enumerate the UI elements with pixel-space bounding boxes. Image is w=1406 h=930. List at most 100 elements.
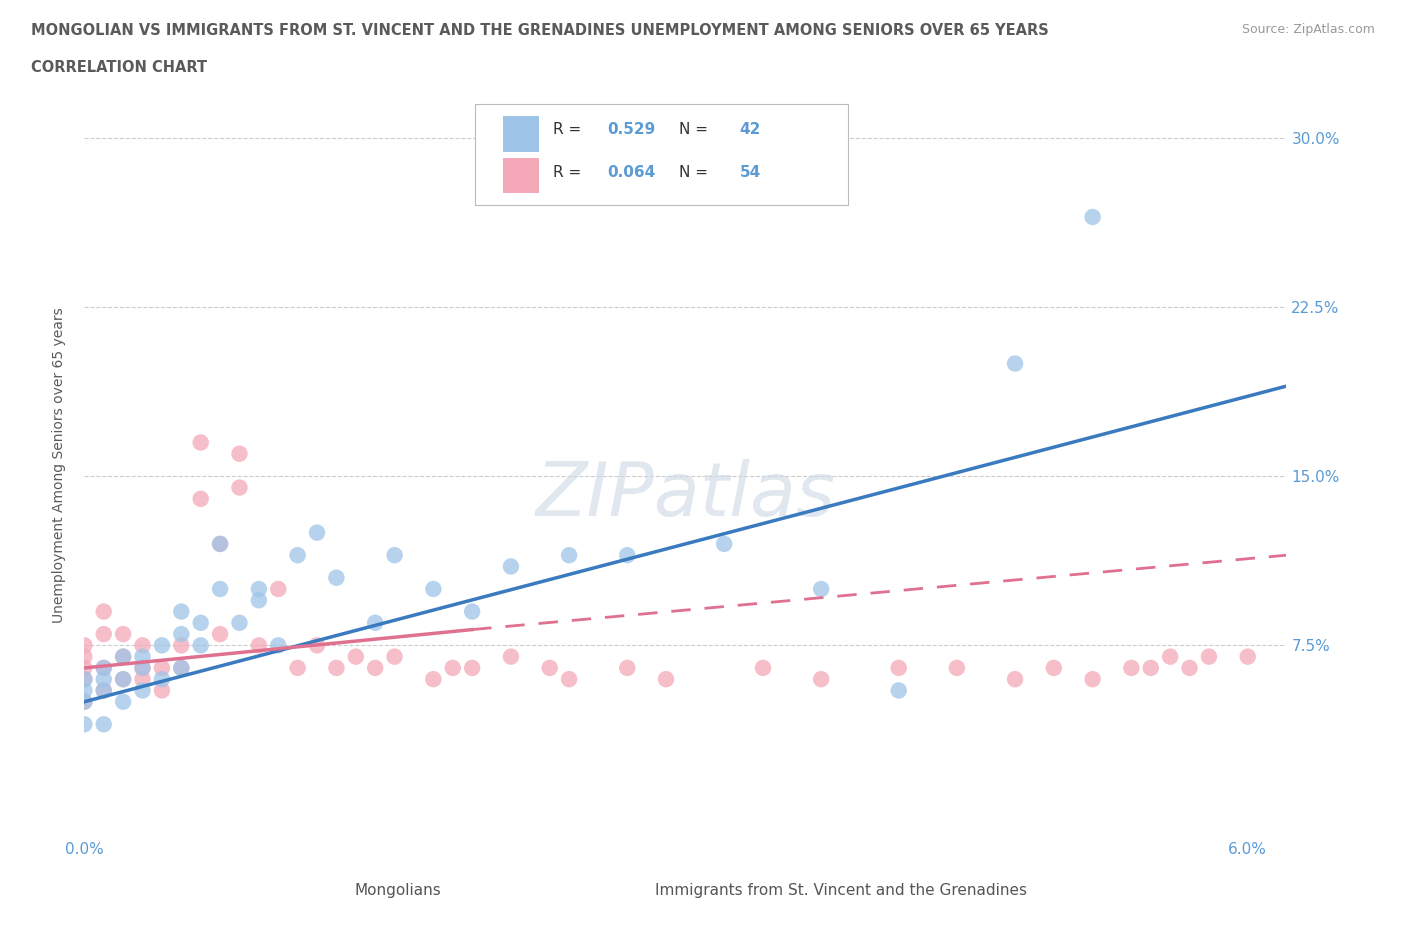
Point bbox=[325, 570, 347, 585]
Point bbox=[209, 537, 232, 551]
Point bbox=[150, 638, 173, 653]
Point bbox=[73, 683, 96, 698]
Point bbox=[209, 627, 232, 642]
Point bbox=[190, 638, 212, 653]
Point bbox=[1004, 356, 1026, 371]
Point bbox=[93, 660, 115, 675]
Text: R =: R = bbox=[553, 166, 586, 180]
Point bbox=[170, 660, 193, 675]
Point bbox=[131, 683, 153, 698]
Point bbox=[616, 660, 638, 675]
Text: 54: 54 bbox=[740, 166, 761, 180]
Point bbox=[287, 660, 309, 675]
Point bbox=[946, 660, 969, 675]
Point bbox=[1004, 671, 1026, 686]
Point bbox=[228, 480, 250, 495]
Point bbox=[150, 671, 173, 686]
Bar bbox=[301, 877, 346, 904]
Y-axis label: Unemployment Among Seniors over 65 years: Unemployment Among Seniors over 65 years bbox=[52, 307, 66, 623]
Text: Immigrants from St. Vincent and the Grenadines: Immigrants from St. Vincent and the Gren… bbox=[655, 884, 1028, 898]
Point bbox=[73, 671, 96, 686]
Text: 42: 42 bbox=[740, 122, 761, 137]
Point bbox=[441, 660, 464, 675]
Point bbox=[170, 604, 193, 619]
Text: CORRELATION CHART: CORRELATION CHART bbox=[31, 60, 207, 75]
Point bbox=[325, 660, 347, 675]
Text: N =: N = bbox=[679, 122, 713, 137]
Point bbox=[93, 671, 115, 686]
Bar bbox=[503, 116, 538, 152]
Bar bbox=[602, 877, 647, 904]
Point bbox=[305, 525, 328, 540]
FancyBboxPatch shape bbox=[475, 104, 848, 205]
Point bbox=[558, 671, 581, 686]
Text: N =: N = bbox=[679, 166, 713, 180]
Point bbox=[112, 627, 135, 642]
Point bbox=[170, 660, 193, 675]
Point bbox=[112, 649, 135, 664]
Point bbox=[364, 616, 387, 631]
Point bbox=[209, 537, 232, 551]
Point bbox=[1159, 649, 1181, 664]
Point bbox=[267, 581, 290, 596]
Point bbox=[713, 537, 735, 551]
Point bbox=[499, 559, 522, 574]
Text: Source: ZipAtlas.com: Source: ZipAtlas.com bbox=[1241, 23, 1375, 36]
Point bbox=[73, 717, 96, 732]
Point bbox=[73, 695, 96, 710]
Point bbox=[170, 627, 193, 642]
Text: MONGOLIAN VS IMMIGRANTS FROM ST. VINCENT AND THE GRENADINES UNEMPLOYMENT AMONG S: MONGOLIAN VS IMMIGRANTS FROM ST. VINCENT… bbox=[31, 23, 1049, 38]
Point bbox=[461, 604, 484, 619]
Point bbox=[73, 649, 96, 664]
Point bbox=[73, 660, 96, 675]
Point bbox=[150, 660, 173, 675]
Point bbox=[538, 660, 561, 675]
Text: R =: R = bbox=[553, 122, 586, 137]
Point bbox=[190, 435, 212, 450]
Point bbox=[190, 616, 212, 631]
Point bbox=[287, 548, 309, 563]
Point bbox=[1178, 660, 1201, 675]
Point bbox=[364, 660, 387, 675]
Point bbox=[112, 671, 135, 686]
Point bbox=[461, 660, 484, 675]
Point bbox=[752, 660, 775, 675]
Point bbox=[1081, 209, 1104, 224]
Point bbox=[384, 548, 406, 563]
Point bbox=[247, 638, 270, 653]
Point bbox=[499, 649, 522, 664]
Point bbox=[190, 491, 212, 506]
Point bbox=[93, 604, 115, 619]
Point bbox=[422, 581, 444, 596]
Text: ZIPatlas: ZIPatlas bbox=[536, 458, 835, 531]
Point bbox=[73, 695, 96, 710]
Text: 0.529: 0.529 bbox=[607, 122, 655, 137]
Point bbox=[810, 671, 832, 686]
Point bbox=[384, 649, 406, 664]
Point bbox=[228, 616, 250, 631]
Point bbox=[131, 649, 153, 664]
Point bbox=[112, 695, 135, 710]
Point bbox=[93, 627, 115, 642]
Point bbox=[810, 581, 832, 596]
Point bbox=[131, 671, 153, 686]
Point bbox=[616, 548, 638, 563]
Point bbox=[1121, 660, 1143, 675]
Point bbox=[887, 660, 910, 675]
Point bbox=[131, 638, 153, 653]
Point bbox=[267, 638, 290, 653]
Point bbox=[228, 446, 250, 461]
Point bbox=[1139, 660, 1161, 675]
Point bbox=[131, 660, 153, 675]
Point bbox=[150, 683, 173, 698]
Point bbox=[1198, 649, 1220, 664]
Point bbox=[344, 649, 367, 664]
Point bbox=[887, 683, 910, 698]
Point bbox=[170, 638, 193, 653]
Bar bbox=[503, 158, 538, 193]
Text: Mongolians: Mongolians bbox=[354, 884, 441, 898]
Point bbox=[247, 592, 270, 607]
Point bbox=[93, 683, 115, 698]
Point bbox=[1081, 671, 1104, 686]
Point bbox=[558, 548, 581, 563]
